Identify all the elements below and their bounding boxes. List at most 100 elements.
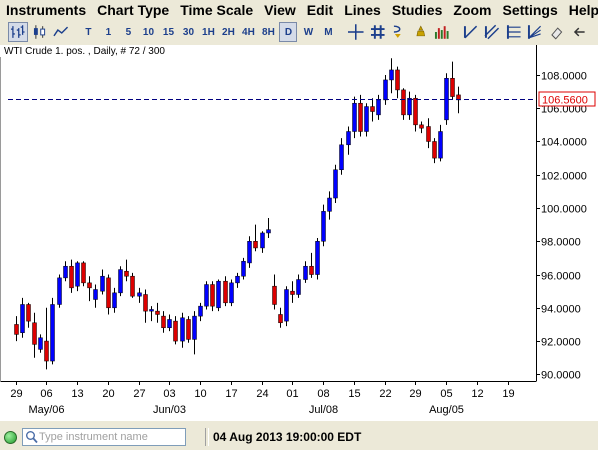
candle[interactable] [38,334,43,353]
candle[interactable] [44,307,49,370]
candle[interactable] [26,302,31,328]
candle[interactable] [210,281,215,312]
candle[interactable] [339,138,344,175]
volume-bars-icon[interactable] [432,22,452,42]
candle[interactable] [130,272,135,298]
candle[interactable] [321,204,326,247]
close-arrow-icon[interactable] [570,22,590,42]
candle[interactable] [389,58,394,94]
timeframe-2h-button[interactable]: 2H [222,26,235,38]
candle[interactable] [106,274,111,315]
candle[interactable] [143,289,148,323]
candle[interactable] [333,164,338,204]
candle[interactable] [50,297,55,365]
instrument-search-input[interactable] [39,430,183,444]
eraser-icon[interactable] [547,22,567,42]
crosshair-icon[interactable] [346,22,366,42]
timeframe-t-button[interactable]: T [85,26,92,38]
menu-edit[interactable]: Edit [306,1,334,18]
menu-instruments[interactable]: Instruments [6,1,87,18]
candle[interactable] [432,138,437,164]
candle[interactable] [235,272,240,288]
candle[interactable] [438,124,443,162]
candlestick-chart[interactable]: 90.0000 92.0000 94.0000 96.0000 98.0000 100.0… [0,45,598,421]
candle[interactable] [327,191,332,220]
candle[interactable] [155,302,160,323]
candle[interactable] [57,274,62,308]
candle[interactable] [407,91,412,120]
candle[interactable] [112,287,117,313]
candle[interactable] [426,118,431,149]
candle[interactable] [69,259,74,293]
candle[interactable] [173,316,178,345]
fibonacci-icon[interactable] [504,22,524,42]
trendline-icon[interactable] [461,22,481,42]
timeframe-30-button[interactable]: 30 [182,26,195,38]
channel-icon[interactable] [482,22,502,42]
candle[interactable] [395,66,400,99]
menu-time-scale[interactable]: Time Scale [180,1,254,18]
timeframe-8h-button[interactable]: 8H [262,26,275,38]
candle[interactable] [186,316,191,343]
candle[interactable] [296,274,301,298]
menu-settings[interactable]: Settings [502,1,558,18]
instrument-search-box[interactable] [22,428,186,446]
candle[interactable] [315,237,320,280]
candle[interactable] [413,94,418,132]
candle[interactable] [63,261,68,282]
candle[interactable] [124,259,129,282]
candle[interactable] [118,266,123,297]
candle[interactable] [290,281,295,303]
grid-icon[interactable] [368,22,388,42]
candle[interactable] [161,311,166,333]
candle[interactable] [370,98,375,122]
candle[interactable] [32,312,37,358]
candle[interactable] [266,217,271,238]
timeframe-m-button[interactable]: M [324,26,333,38]
timeframe-10-button[interactable]: 10 [142,26,155,38]
candle[interactable] [93,284,98,308]
candle[interactable] [358,94,363,137]
candle[interactable] [260,231,265,253]
candle[interactable] [444,73,449,125]
candle[interactable] [303,261,308,283]
candle[interactable] [192,311,197,355]
timeframe-15-button[interactable]: 15 [162,26,175,38]
candle[interactable] [278,307,283,328]
candle[interactable] [364,103,369,137]
timeframe-4h-button[interactable]: 4H [242,26,255,38]
candle[interactable] [352,96,357,139]
alert-icon[interactable] [411,22,431,42]
candle[interactable] [14,316,19,342]
study-tool-icon[interactable] [389,22,409,42]
candle[interactable] [87,276,92,302]
candle[interactable] [419,121,424,134]
candle[interactable] [253,224,258,252]
candle[interactable] [241,257,246,280]
chart-panel[interactable]: 90.0000 92.0000 94.0000 96.0000 98.0000 100.0… [0,45,598,421]
menu-lines[interactable]: Lines [344,1,381,18]
candle[interactable] [401,88,406,120]
menu-help[interactable]: Help [568,1,598,18]
plot-area[interactable] [0,45,536,381]
menu-studies[interactable]: Studies [391,1,443,18]
candle[interactable] [284,286,289,327]
candle[interactable] [346,126,351,155]
candle[interactable] [167,314,172,332]
candle[interactable] [100,269,105,295]
candle[interactable] [198,302,203,322]
line-chart-type-icon[interactable] [51,22,71,42]
candle[interactable] [450,61,455,100]
candle[interactable] [149,306,154,322]
candle[interactable] [216,279,221,312]
candle[interactable] [137,287,142,303]
menu-chart-type[interactable]: Chart Type [97,1,170,18]
candlestick-type-icon[interactable] [30,22,50,42]
candle[interactable] [247,236,252,268]
candle[interactable] [75,261,80,292]
candle[interactable] [223,276,228,307]
candle[interactable] [272,274,277,310]
bar-chart-type-icon[interactable] [8,22,28,42]
fan-icon[interactable] [525,22,545,42]
menu-zoom[interactable]: Zoom [453,1,492,18]
